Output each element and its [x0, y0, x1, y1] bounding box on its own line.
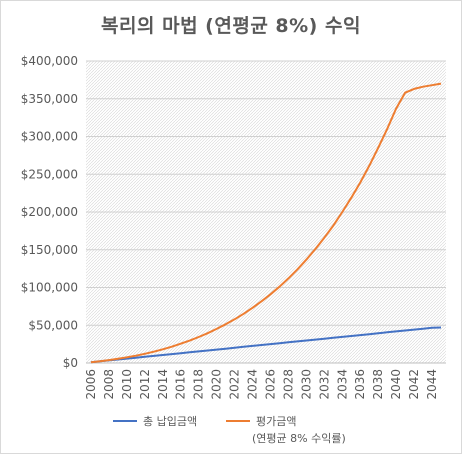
gridlines [86, 60, 446, 364]
x-tick-label: 2006 [84, 369, 98, 400]
y-tick-label: $150,000 [21, 243, 78, 257]
y-tick-label: $250,000 [21, 167, 78, 181]
x-tick-label: 2038 [371, 369, 385, 400]
x-tick-label: 2032 [317, 369, 331, 400]
x-tick-label: 2010 [120, 369, 134, 400]
x-tick-label: 2034 [335, 369, 349, 400]
x-tick-label: 2014 [156, 369, 170, 400]
series-line-1 [90, 326, 442, 364]
series-group [90, 82, 442, 364]
y-axis-ticks: $0 $50,000 $100,000 $150,000 $200,000 $250,00… [21, 54, 78, 370]
x-tick-label: 2044 [425, 369, 439, 400]
legend-label-2: 평가금액 [256, 415, 296, 428]
series-line-2 [90, 82, 442, 364]
x-tick-label: 2040 [389, 369, 403, 400]
x-tick-label: 2036 [353, 369, 367, 400]
legend-label-1: 총 납입금액 [143, 415, 197, 428]
chart-title: 복리의 마법 (연평균 8%) 수익 [101, 15, 361, 37]
x-tick-label: 2042 [407, 369, 421, 400]
legend-label-2-line2: (연평균 8% 수익률) [252, 432, 346, 445]
x-tick-label: 2012 [138, 369, 152, 400]
y-tick-label: $200,000 [21, 205, 78, 219]
y-tick-label: $300,000 [21, 130, 78, 144]
legend: 총 납입금액 평가금액 (연평균 8% 수익률) [113, 415, 346, 445]
x-axis-ticks: 2006 2008 2010 2012 2014 2016 2018 2020 2022 2024… [84, 369, 439, 400]
x-tick-label: 2016 [174, 369, 188, 400]
x-tick-label: 2018 [192, 369, 206, 400]
y-tick-label: $0 [63, 356, 78, 370]
x-tick-label: 2030 [299, 369, 313, 400]
y-tick-label: $350,000 [21, 92, 78, 106]
x-tick-label: 2020 [210, 369, 224, 400]
x-tick-label: 2028 [281, 369, 295, 400]
y-tick-label: $100,000 [21, 281, 78, 295]
x-tick-label: 2008 [102, 369, 116, 400]
y-tick-label: $400,000 [21, 54, 78, 68]
x-tick-label: 2026 [263, 369, 277, 400]
x-tick-label: 2022 [228, 369, 242, 400]
x-tick-label: 2024 [246, 369, 260, 400]
y-tick-label: $50,000 [28, 318, 78, 332]
